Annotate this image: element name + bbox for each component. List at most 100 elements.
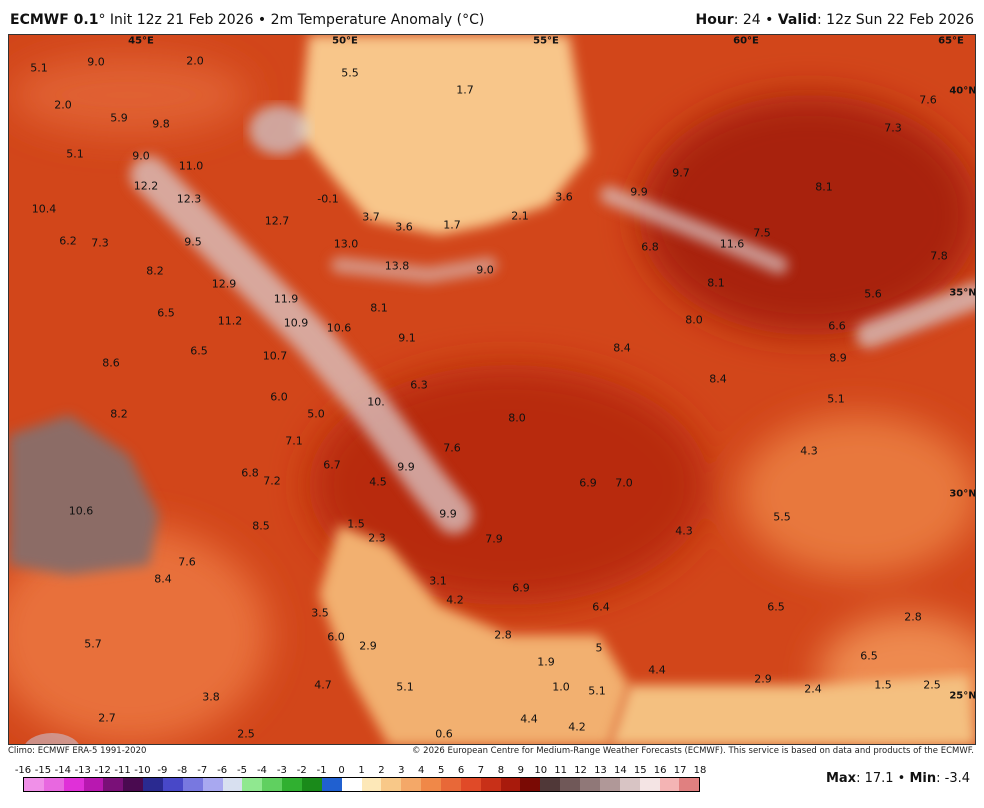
valid-value: : 12z Sun 22 Feb 2026 bbox=[817, 12, 974, 28]
anomaly-value-label: 4.3 bbox=[800, 444, 818, 458]
valid-time: Hour: 24 • Valid: 12z Sun 22 Feb 2026 bbox=[696, 12, 975, 28]
anomaly-value-label: 2.0 bbox=[186, 54, 204, 68]
colorbar-bin bbox=[460, 778, 481, 791]
anomaly-value-label: 4.2 bbox=[446, 593, 464, 607]
min-label: Min bbox=[909, 771, 937, 786]
colorbar-tick-label: -10 bbox=[134, 765, 151, 776]
colorbar-tick-label: 10 bbox=[534, 765, 548, 776]
weatherbell-logo: WEATHERBELL bbox=[23, 733, 81, 744]
colorbar-bin bbox=[63, 778, 84, 791]
mountain-anomaly-streaks bbox=[130, 156, 975, 534]
anomaly-value-label: 7.1 bbox=[285, 434, 303, 448]
gulf-of-oman bbox=[609, 675, 975, 744]
colorbar-bin bbox=[639, 778, 660, 791]
colorbar-bin bbox=[103, 778, 124, 791]
anomaly-value-label: -0.1 bbox=[317, 192, 339, 206]
anomaly-value-label: 13.8 bbox=[384, 259, 410, 273]
graticule-label: 45°E bbox=[128, 35, 154, 47]
anomaly-value-label: 8.5 bbox=[252, 519, 270, 533]
colorbar-tick-label: -14 bbox=[54, 765, 71, 776]
anomaly-value-label: 7.0 bbox=[615, 476, 633, 490]
anomaly-value-label: 7.2 bbox=[263, 474, 281, 488]
colorbar-bin bbox=[520, 778, 541, 791]
colorbar-bin bbox=[580, 778, 600, 791]
anomaly-value-label: 6.8 bbox=[641, 240, 659, 254]
anomaly-value-label: 4.4 bbox=[648, 663, 666, 677]
colorbar-tick-label: 9 bbox=[517, 765, 524, 776]
anomaly-value-label: 9.9 bbox=[397, 460, 415, 474]
max-label: Max bbox=[825, 771, 857, 786]
valid-label: Valid bbox=[777, 12, 817, 28]
anomaly-value-label: 10.7 bbox=[262, 349, 288, 363]
anomaly-value-label: 10.6 bbox=[68, 504, 94, 518]
anomaly-value-label: 2.5 bbox=[237, 727, 255, 741]
anomaly-value-label: 6.7 bbox=[323, 458, 341, 472]
anomaly-value-label: 5.1 bbox=[827, 392, 845, 406]
anomaly-value-label: 12.2 bbox=[133, 179, 159, 193]
colorbar-tick-label: -6 bbox=[217, 765, 228, 776]
anomaly-value-label: 5.0 bbox=[307, 407, 325, 421]
graticule-label: 60°E bbox=[733, 35, 759, 47]
anomaly-value-label: 6.5 bbox=[157, 306, 175, 320]
anomaly-value-label: 1.5 bbox=[874, 678, 892, 692]
anomaly-value-label: 3.5 bbox=[311, 606, 329, 620]
anomaly-value-label: 11.2 bbox=[217, 314, 243, 328]
colorbar-tick-label: 14 bbox=[613, 765, 627, 776]
anomaly-value-label: 7.6 bbox=[443, 441, 461, 455]
colorbar-tick-label: -2 bbox=[296, 765, 307, 776]
colorbar-bin bbox=[441, 778, 461, 791]
colorbar-tick-label: 0 bbox=[338, 765, 345, 776]
colorbar-bin bbox=[282, 778, 303, 791]
anomaly-value-label: 1.7 bbox=[443, 218, 461, 232]
colorbar-tick-label: 5 bbox=[437, 765, 445, 776]
colorbar-tick-label: -9 bbox=[157, 765, 168, 776]
colorbar-tick-label: 11 bbox=[554, 765, 567, 776]
anomaly-value-label: 12.3 bbox=[176, 192, 202, 206]
colorbar-bin bbox=[24, 778, 44, 791]
anomaly-value-label: 8.6 bbox=[102, 356, 120, 370]
hour-value: : 24 • bbox=[733, 12, 778, 28]
anomaly-value-label: 2.7 bbox=[98, 711, 116, 725]
anomaly-value-label: 6.5 bbox=[860, 649, 878, 663]
anomaly-value-label: 3.7 bbox=[362, 210, 380, 224]
anomaly-value-label: 5.1 bbox=[588, 684, 606, 698]
anomaly-value-label: 2.9 bbox=[359, 639, 377, 653]
anomaly-value-label: 7.6 bbox=[919, 93, 937, 107]
anomaly-value-label: 5.1 bbox=[66, 147, 84, 161]
colorbar-bin bbox=[182, 778, 203, 791]
anomaly-value-label: 9.0 bbox=[87, 55, 105, 69]
anomaly-value-label: 2.4 bbox=[804, 682, 822, 696]
colorbar-bin bbox=[500, 778, 521, 791]
colorbar-bin bbox=[321, 778, 342, 791]
colorbar-bin bbox=[202, 778, 223, 791]
anomaly-value-label: 4.4 bbox=[520, 712, 538, 726]
colorbar-bin bbox=[560, 778, 581, 791]
colorbar-tick-label: 8 bbox=[497, 765, 505, 776]
max-min-readout: Max: 17.1 • Min: -3.4 bbox=[826, 771, 970, 786]
colorbar-bin bbox=[540, 778, 561, 791]
anomaly-value-label: 6.6 bbox=[828, 319, 846, 333]
anomaly-value-label: 6.0 bbox=[327, 630, 345, 644]
copyright-note: © 2026 European Centre for Medium-Range … bbox=[411, 746, 974, 756]
anomaly-value-label: 10.4 bbox=[31, 202, 57, 216]
anomaly-value-label: 4.3 bbox=[675, 524, 693, 538]
anomaly-value-label: 6.4 bbox=[592, 600, 610, 614]
graticule-label: 40°N bbox=[949, 85, 976, 97]
anomaly-value-label: 9.8 bbox=[152, 117, 170, 131]
colorbar-tick-label: -12 bbox=[94, 765, 111, 776]
colorbar-tick-label: -11 bbox=[114, 765, 131, 776]
anomaly-value-label: 8.9 bbox=[829, 351, 847, 365]
colorbar-bin bbox=[401, 778, 422, 791]
anomaly-value-label: 7.9 bbox=[485, 532, 503, 546]
colorbar-bin bbox=[302, 778, 322, 791]
anomaly-value-label: 5.9 bbox=[110, 111, 128, 125]
colorbar-bin bbox=[43, 778, 64, 791]
hour-label: Hour bbox=[695, 12, 734, 28]
anomaly-value-label: 6.9 bbox=[579, 476, 597, 490]
colorbar-tick-label: 13 bbox=[594, 765, 607, 776]
graticule-label: 55°E bbox=[533, 35, 559, 47]
anomaly-value-label: 11.0 bbox=[178, 159, 204, 173]
colorbar-bin bbox=[123, 778, 144, 791]
model-name: ECMWF 0.1 bbox=[10, 12, 99, 28]
anomaly-value-label: 2.3 bbox=[368, 531, 386, 545]
